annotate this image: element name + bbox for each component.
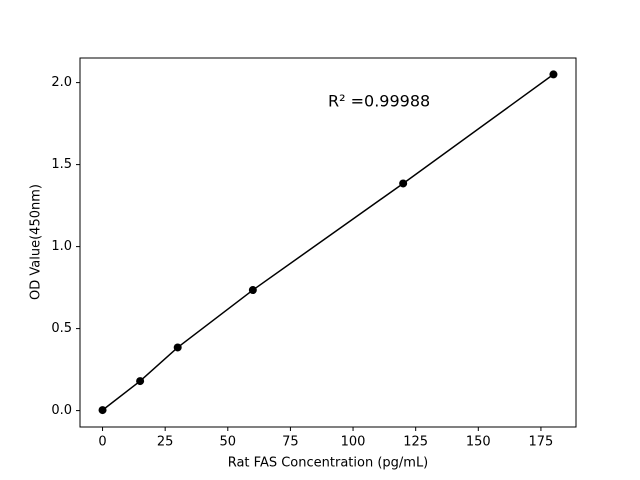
x-tick-label: 150 <box>466 435 491 450</box>
y-tick-label: 1.5 <box>51 157 72 172</box>
marker <box>399 179 408 188</box>
x-tick-label: 25 <box>157 435 174 450</box>
x-tick-label: 125 <box>403 435 428 450</box>
annotation: R² =0.99988 <box>328 92 430 111</box>
line <box>102 73 554 411</box>
x-tick-label: 175 <box>529 435 554 450</box>
marker <box>248 286 257 295</box>
marker <box>136 377 145 386</box>
x-tick-label: 50 <box>220 435 237 450</box>
marker <box>549 70 558 79</box>
x-tick-label: 0 <box>98 435 106 450</box>
x-tick-label: 100 <box>341 435 366 450</box>
x-axis-label: Rat FAS Concentration (pg/mL) <box>228 456 429 471</box>
y-tick-label: 1.0 <box>51 239 72 254</box>
y-axis-label: OD Value(450nm) <box>29 184 44 300</box>
y-tick-label: 0.5 <box>51 321 72 336</box>
y-tick-label: 2.0 <box>51 75 72 90</box>
x-tick-label: 75 <box>282 435 299 450</box>
marker <box>173 343 182 352</box>
marker <box>98 406 107 415</box>
plot-frame <box>79 57 577 428</box>
y-tick-label: 0.0 <box>51 403 72 418</box>
